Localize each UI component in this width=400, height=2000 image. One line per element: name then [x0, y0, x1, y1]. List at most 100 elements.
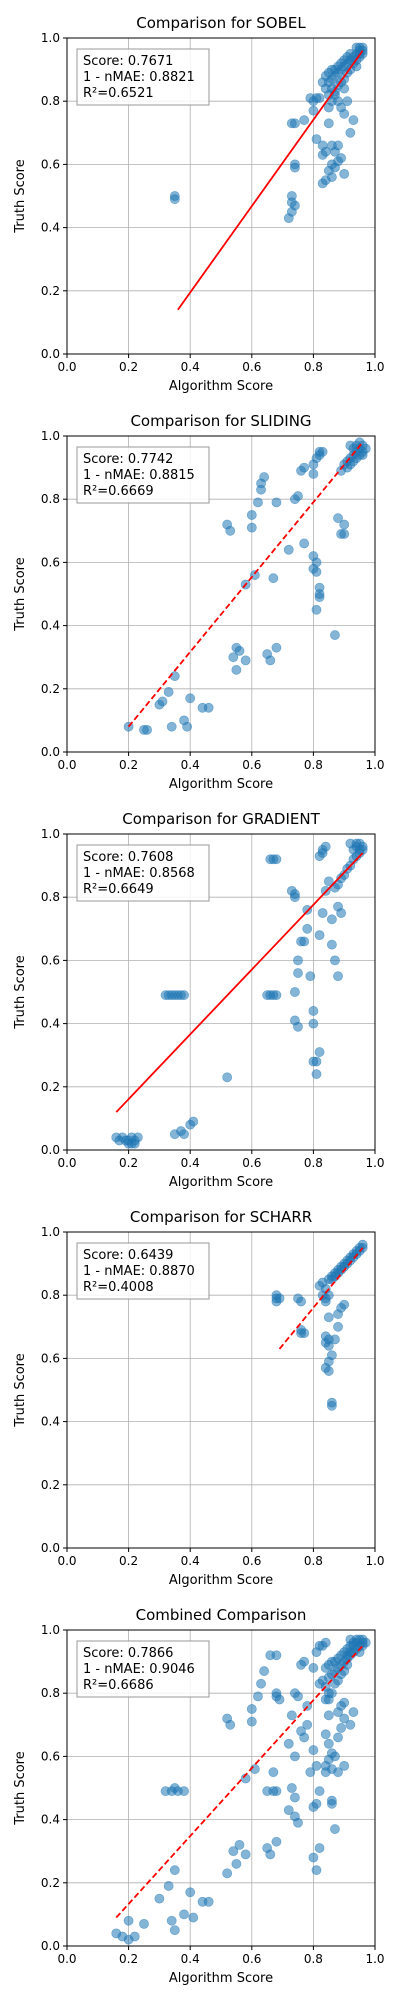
stats-line-1: 1 - nMAE: 0.8568: [83, 866, 195, 881]
data-point: [311, 1798, 322, 1809]
data-point: [314, 930, 325, 941]
x-tick-label: 0.4: [181, 1156, 200, 1170]
stats-line-2: R²=0.6649: [83, 882, 154, 897]
data-point: [326, 172, 337, 182]
fit-line: [115, 852, 364, 1113]
data-point: [203, 1896, 214, 1907]
data-point: [293, 1817, 303, 1828]
x-tick-label: 0.0: [57, 1554, 76, 1568]
chart-panel-4: Combined Comparison 0.0 0.2 0.4 0.6 0.8 1.0 0.0…: [13, 1606, 385, 1986]
data-point: [268, 1767, 279, 1778]
data-point: [166, 721, 177, 732]
data-point: [185, 1887, 196, 1898]
data-point: [290, 1751, 300, 1762]
data-point: [203, 702, 214, 713]
data-point: [246, 1704, 257, 1714]
data-point: [265, 1849, 276, 1860]
x-tick-label: 0.0: [57, 1156, 76, 1170]
y-tick-label: 0.6: [41, 1749, 60, 1763]
y-tick-label: 0.2: [41, 1080, 60, 1094]
stats-box: [76, 446, 210, 504]
data-point: [314, 1047, 325, 1057]
data-point: [326, 1798, 337, 1809]
data-point: [179, 1909, 189, 1920]
x-tick-label: 0.4: [181, 758, 200, 772]
data-point: [330, 1751, 340, 1762]
data-point: [317, 446, 328, 457]
data-point: [323, 1738, 334, 1749]
data-point: [179, 1786, 189, 1797]
y-tick-label: 0.6: [41, 1351, 60, 1365]
data-point: [253, 497, 263, 508]
y-tick-label: 1.0: [41, 1623, 60, 1637]
data-point: [154, 1893, 165, 1904]
x-tick-label: 0.2: [119, 1156, 138, 1170]
data-point: [314, 1786, 325, 1797]
x-tick-label: 0.8: [304, 1156, 323, 1170]
stats-line-1: 1 - nMAE: 0.9046: [83, 1662, 195, 1677]
data-point: [265, 655, 276, 666]
data-point: [357, 1634, 368, 1645]
data-point: [311, 1760, 322, 1771]
x-axis-label: Algorithm Score: [169, 1175, 273, 1190]
data-point: [234, 645, 245, 656]
y-axis-label: Truth Score: [13, 955, 28, 1030]
y-tick-label: 0.0: [41, 745, 60, 759]
data-point: [330, 146, 340, 157]
data-point: [271, 1296, 282, 1307]
data-point: [314, 1843, 325, 1853]
data-point: [290, 987, 300, 997]
data-point: [169, 1865, 180, 1876]
scatter-points: [111, 838, 368, 1149]
y-axis-label: Truth Score: [13, 1751, 28, 1826]
scatter-points: [111, 1634, 371, 1945]
data-point: [351, 42, 362, 53]
data-point: [240, 655, 251, 666]
y-tick-label: 1.0: [41, 429, 60, 443]
data-point: [123, 1138, 134, 1149]
data-point: [283, 1805, 294, 1816]
data-point: [317, 908, 328, 918]
axes-frame: [66, 37, 376, 355]
data-point: [339, 519, 350, 530]
data-point: [283, 213, 294, 224]
fit-line: [278, 1247, 364, 1350]
data-point: [271, 990, 282, 1001]
x-tick-label: 0.8: [304, 360, 323, 374]
stats-line-2: R²=0.6669: [83, 484, 154, 499]
data-point: [299, 1656, 310, 1667]
y-tick-label: 0.6: [41, 953, 60, 967]
chart-title: Comparison for GRADIENT: [122, 810, 320, 828]
data-point: [305, 971, 316, 982]
data-point: [339, 1713, 350, 1724]
stats-line-1: 1 - nMAE: 0.8821: [83, 70, 195, 85]
y-tick-label: 0.0: [41, 347, 60, 361]
data-point: [222, 1072, 233, 1083]
data-point: [320, 1767, 331, 1778]
chart-title: Combined Comparison: [136, 1606, 307, 1624]
y-tick-label: 0.2: [41, 284, 60, 298]
y-tick-label: 0.8: [41, 94, 60, 108]
data-point: [311, 1069, 322, 1080]
data-point: [188, 1116, 199, 1127]
x-tick-label: 0.2: [119, 1952, 138, 1966]
axes-frame: [66, 435, 376, 753]
y-tick-label: 0.8: [41, 890, 60, 904]
data-point: [299, 538, 310, 549]
data-point: [290, 1792, 300, 1803]
stats-line-2: R²=0.6686: [83, 1678, 154, 1693]
data-point: [333, 1767, 343, 1778]
data-point: [323, 876, 334, 887]
data-point: [129, 1931, 140, 1942]
data-point: [163, 1881, 174, 1891]
data-point: [225, 525, 236, 536]
data-point: [323, 1312, 334, 1323]
x-tick-label: 0.6: [242, 1952, 261, 1966]
data-point: [339, 168, 350, 179]
data-point: [320, 1296, 331, 1307]
stats-box: [76, 1640, 210, 1698]
data-point: [348, 1707, 359, 1718]
data-point: [185, 693, 196, 704]
data-point: [228, 652, 239, 663]
data-point: [299, 115, 310, 126]
